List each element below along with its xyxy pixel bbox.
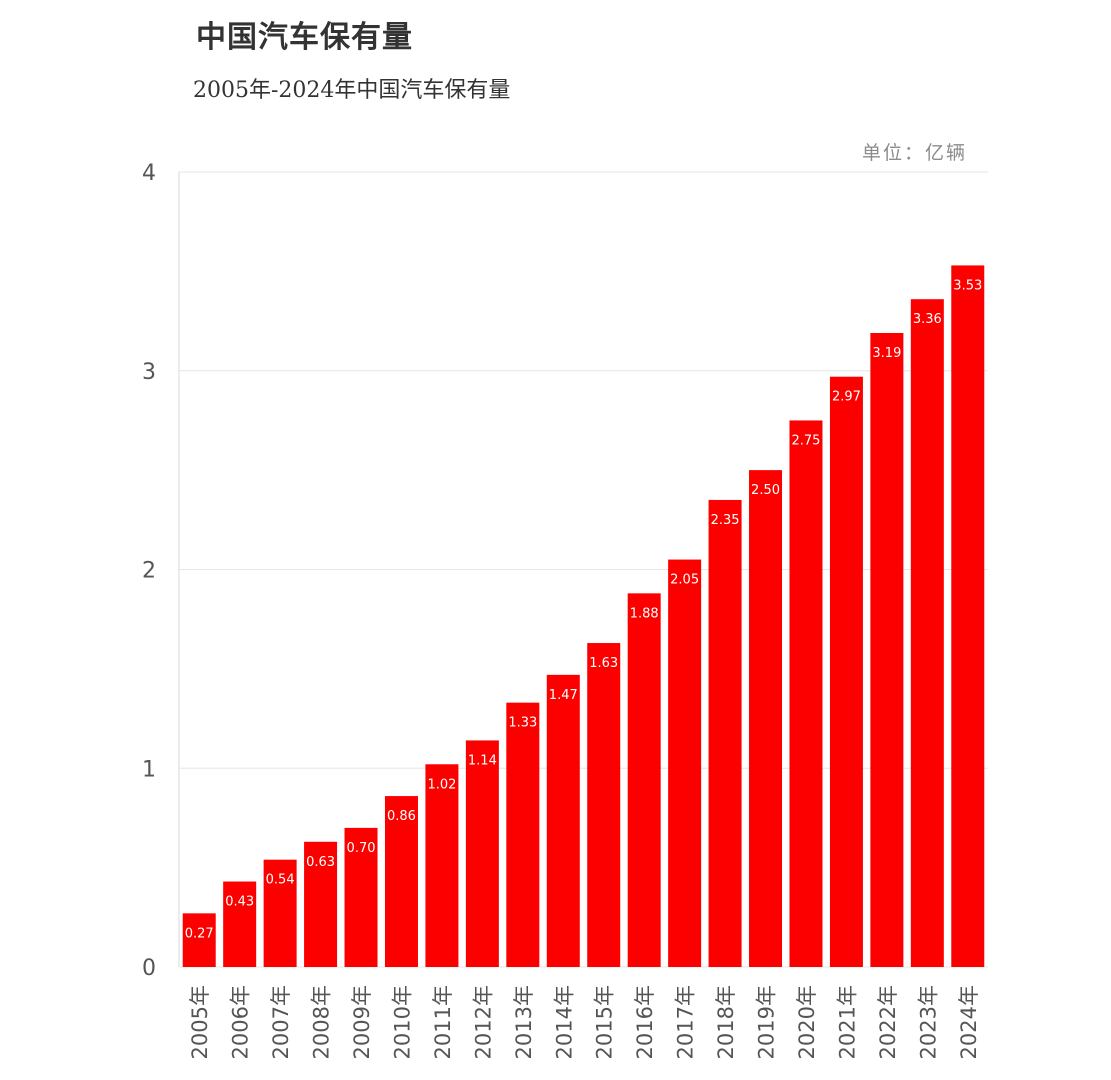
bar-value-label: 0.63 <box>306 855 335 870</box>
bar-value-label: 2.75 <box>791 433 820 448</box>
x-tick-label: 2022年 <box>876 985 900 1059</box>
bar <box>182 913 216 967</box>
y-tick-label: 1 <box>142 757 156 782</box>
x-tick-label: 2011年 <box>431 985 455 1059</box>
bar <box>546 674 580 967</box>
x-tick-label: 2016年 <box>633 985 657 1059</box>
bar-value-label: 2.35 <box>711 513 740 528</box>
x-tick-label: 2023年 <box>916 985 940 1059</box>
bar <box>708 499 742 967</box>
chart-title: 中国汽车保有量 <box>196 20 413 55</box>
x-tick-label: 2018年 <box>714 985 738 1059</box>
bar <box>465 740 499 967</box>
chart-subtitle: 2005年-2024年中国汽车保有量 <box>193 78 511 103</box>
bar <box>749 470 783 967</box>
y-tick-label: 4 <box>142 161 156 186</box>
bar-value-label: 1.63 <box>589 656 618 671</box>
x-tick-label: 2014年 <box>552 985 576 1059</box>
bar-value-label: 1.88 <box>630 606 659 621</box>
x-tick-label: 2008年 <box>310 985 334 1059</box>
bar <box>910 299 944 967</box>
bar-value-label: 3.36 <box>913 312 942 327</box>
unit-label: 单位：亿辆 <box>862 142 968 164</box>
y-tick-label: 0 <box>142 956 156 981</box>
y-tick-label: 2 <box>142 559 156 584</box>
bar-value-label: 0.27 <box>185 926 214 941</box>
x-tick-label: 2013年 <box>512 985 536 1059</box>
bar <box>425 764 459 967</box>
x-tick-label: 2005年 <box>188 985 212 1059</box>
bar-value-label: 3.53 <box>953 278 982 293</box>
x-tick-label: 2020年 <box>795 985 819 1059</box>
bar-value-label: 0.86 <box>387 809 416 824</box>
bar <box>789 420 823 967</box>
bar-value-label: 2.97 <box>832 390 861 405</box>
x-tick-label: 2017年 <box>674 985 698 1059</box>
x-tick-label: 2007年 <box>269 985 293 1059</box>
bar-value-label: 2.50 <box>751 483 780 498</box>
x-tick-label: 2009年 <box>350 985 374 1059</box>
x-tick-label: 2012年 <box>471 985 495 1059</box>
x-tick-label: 2019年 <box>755 985 779 1059</box>
x-tick-label: 2015年 <box>593 985 617 1059</box>
bar-value-label: 1.47 <box>549 688 578 703</box>
bar <box>304 841 338 967</box>
bar-value-label: 1.02 <box>427 777 456 792</box>
x-tick-label: 2021年 <box>835 985 859 1059</box>
y-tick-label: 3 <box>142 360 156 385</box>
bar <box>829 376 863 967</box>
bar-value-label: 0.70 <box>347 841 376 856</box>
x-tick-label: 2006年 <box>229 985 253 1059</box>
bar <box>223 881 257 967</box>
bar-value-label: 1.14 <box>468 753 497 768</box>
bar <box>587 643 621 967</box>
bar-value-label: 3.19 <box>872 346 901 361</box>
bar <box>506 702 540 967</box>
bar-value-label: 0.54 <box>266 873 295 888</box>
x-tick-label: 2024年 <box>957 985 981 1059</box>
bar <box>870 332 904 967</box>
bar <box>384 796 418 967</box>
bar <box>668 559 702 967</box>
bar <box>627 593 661 967</box>
bar-value-label: 2.05 <box>670 573 699 588</box>
bar-value-label: 1.33 <box>508 716 537 731</box>
bar-value-label: 0.43 <box>225 895 254 910</box>
bar <box>263 859 297 967</box>
bar <box>344 827 378 967</box>
bar <box>951 265 985 968</box>
x-tick-label: 2010年 <box>390 985 414 1059</box>
